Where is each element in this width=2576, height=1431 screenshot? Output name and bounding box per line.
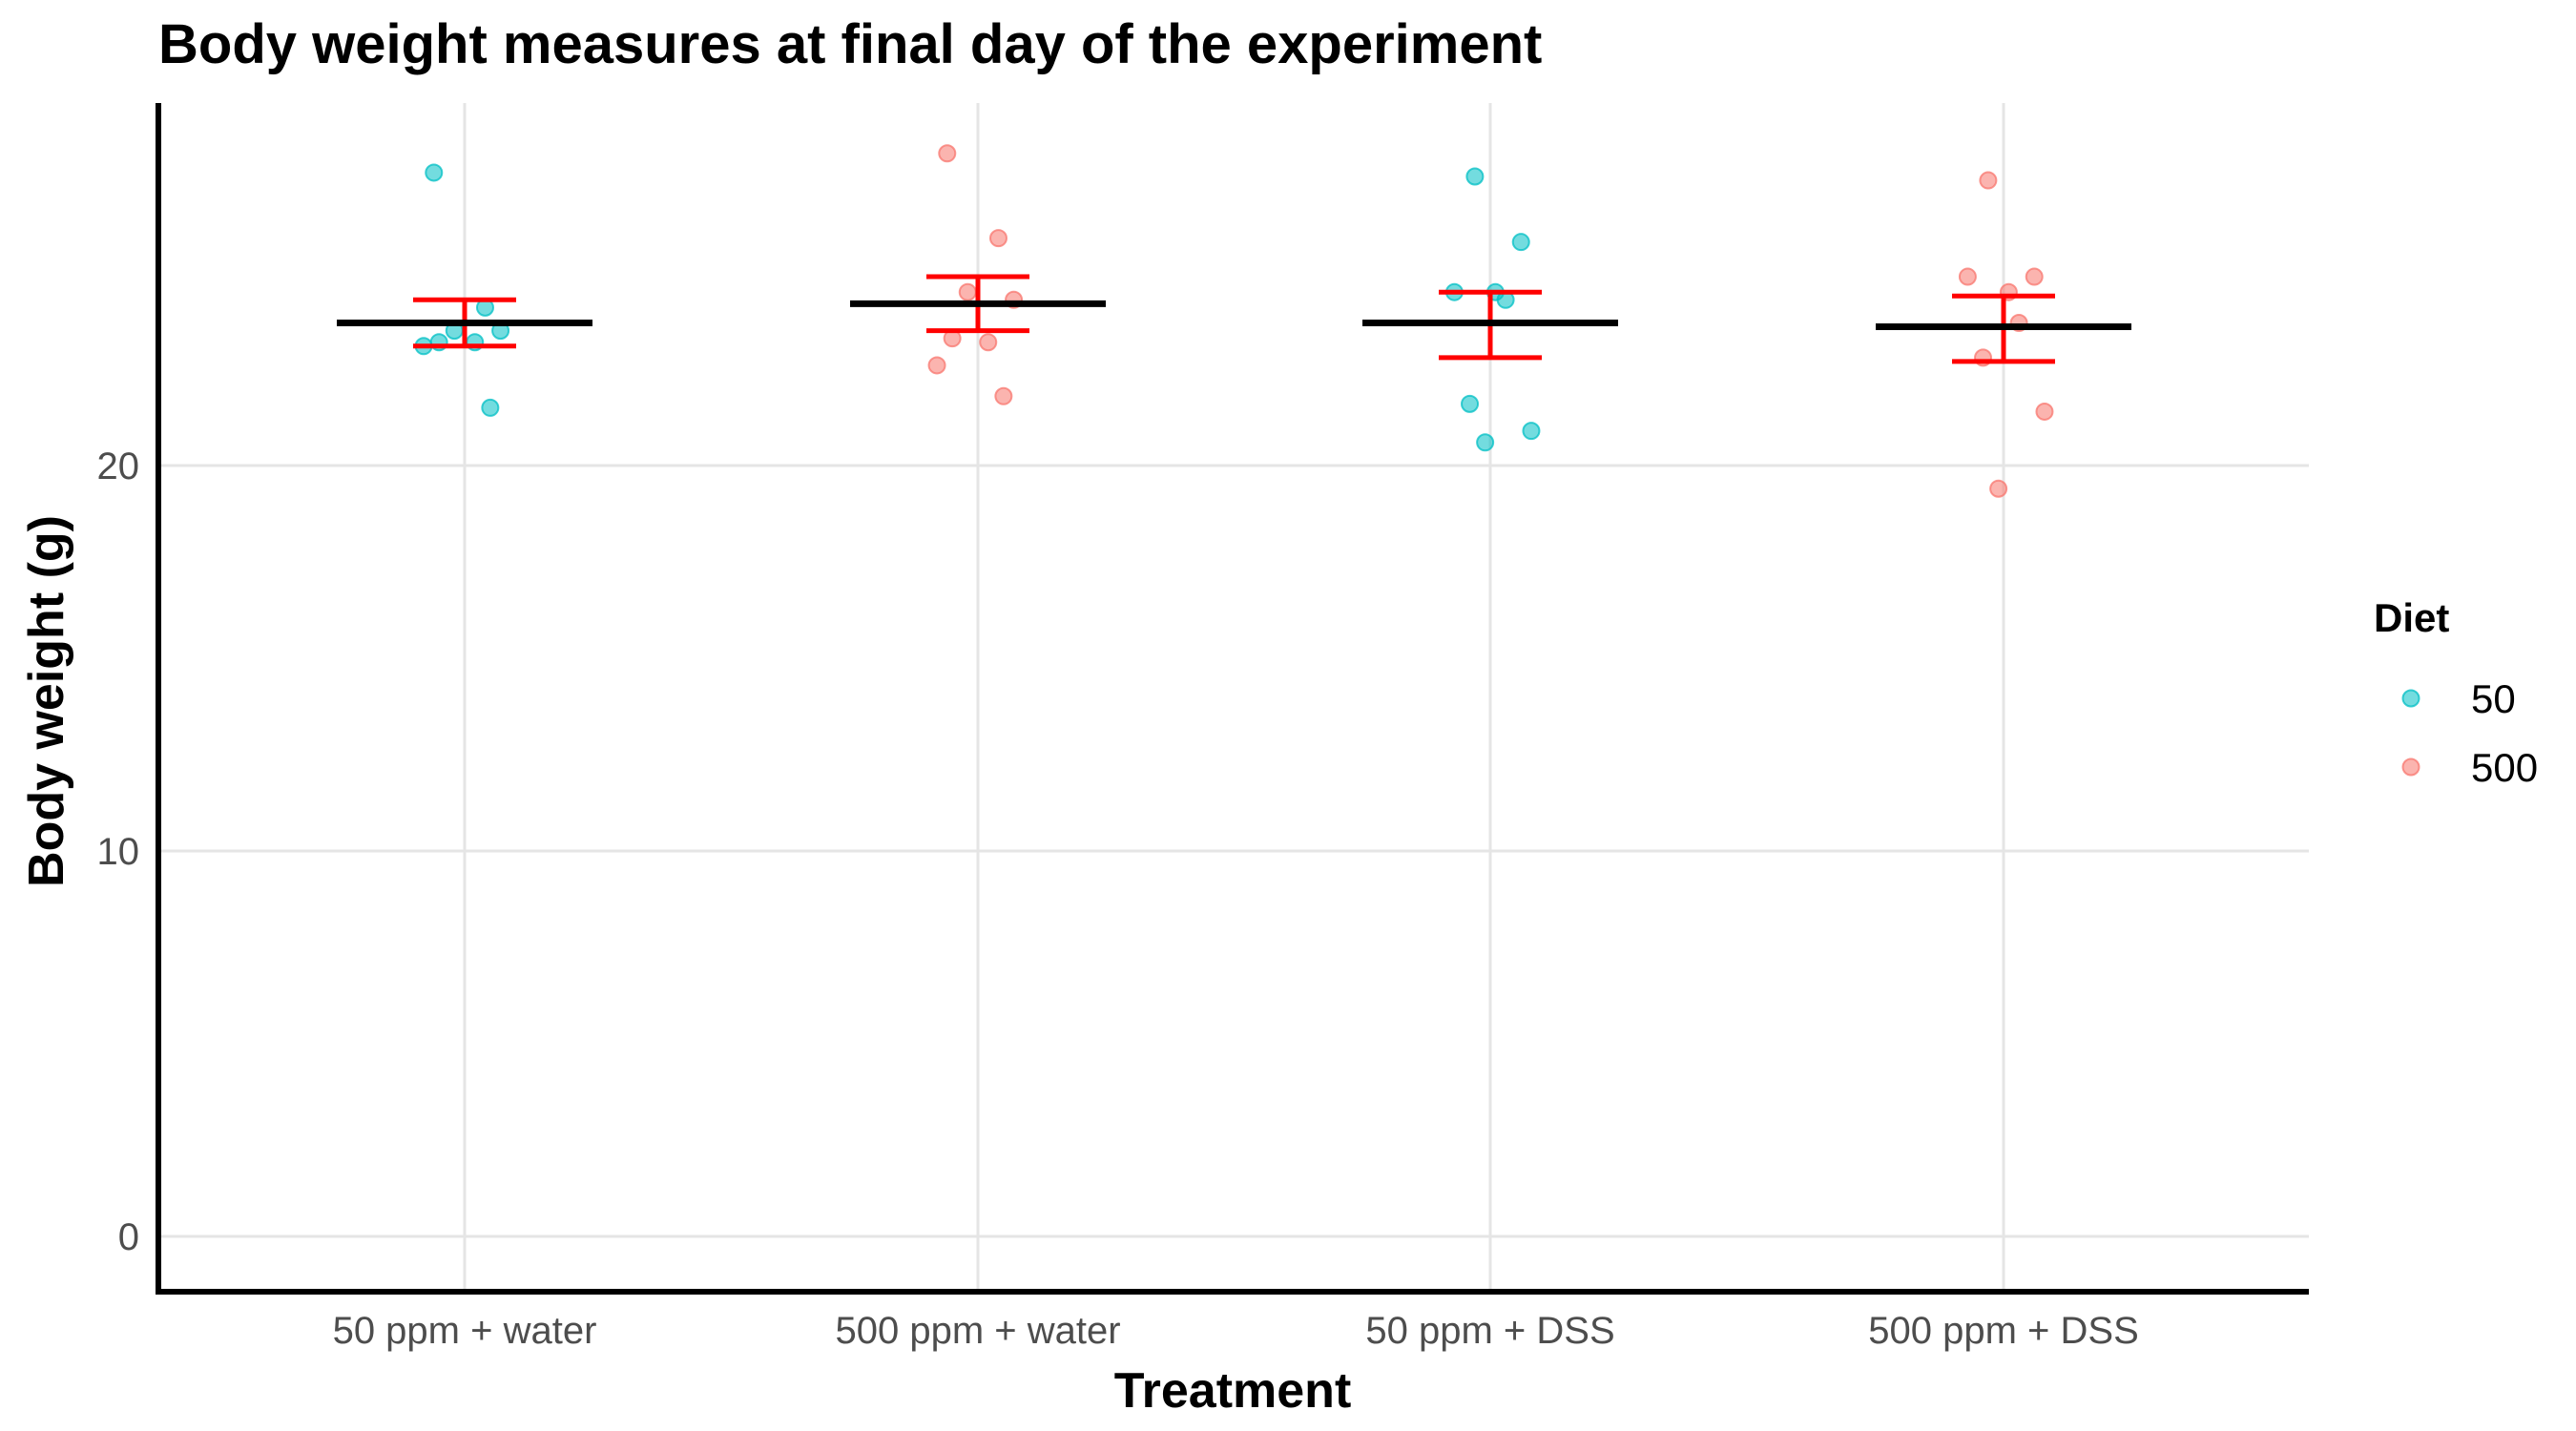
x-axis-ticks: 50 ppm + water 500 ppm + water 50 ppm + DS… [333,1310,2139,1352]
data-point [938,144,957,163]
chart-title: Body weight measures at final day of the… [158,13,1542,75]
data-points [414,144,2054,498]
data-point [958,282,977,301]
x-axis-title: Treatment [1114,1363,1352,1419]
y-tick-label: 10 [97,831,140,873]
y-axis-ticks: 0 10 20 [97,446,140,1258]
x-tick-label: 50 ppm + DSS [1365,1310,1614,1352]
data-point [1979,171,1998,190]
legend-key [2401,757,2420,777]
data-point [1476,433,1495,452]
data-point [1522,422,1541,441]
x-tick-label: 500 ppm + DSS [1868,1310,2139,1352]
data-point [2025,267,2044,286]
gridlines [158,103,2309,1292]
y-tick-label: 20 [97,446,140,487]
data-point [979,333,998,352]
legend-label: 50 [2471,676,2516,721]
data-point [481,398,500,417]
y-tick-label: 0 [118,1216,139,1258]
legend-title: Diet [2374,595,2449,640]
data-point [988,229,1008,248]
legend-key [2401,689,2420,708]
data-point [927,356,946,375]
data-point [2035,402,2054,421]
data-point [994,386,1013,405]
x-tick-label: 50 ppm + water [333,1310,597,1352]
data-point [1989,479,2008,498]
x-tick-label: 500 ppm + water [835,1310,1120,1352]
legend-label: 500 [2471,745,2538,790]
data-point [425,163,444,182]
y-axis-title: Body weight (g) [19,515,74,887]
data-point [1958,267,1977,286]
data-point [1465,167,1485,186]
legend: Diet 50 500 [2374,595,2538,790]
summary-bars [337,274,2131,364]
data-point [1461,394,1480,413]
data-point [1511,233,1530,252]
